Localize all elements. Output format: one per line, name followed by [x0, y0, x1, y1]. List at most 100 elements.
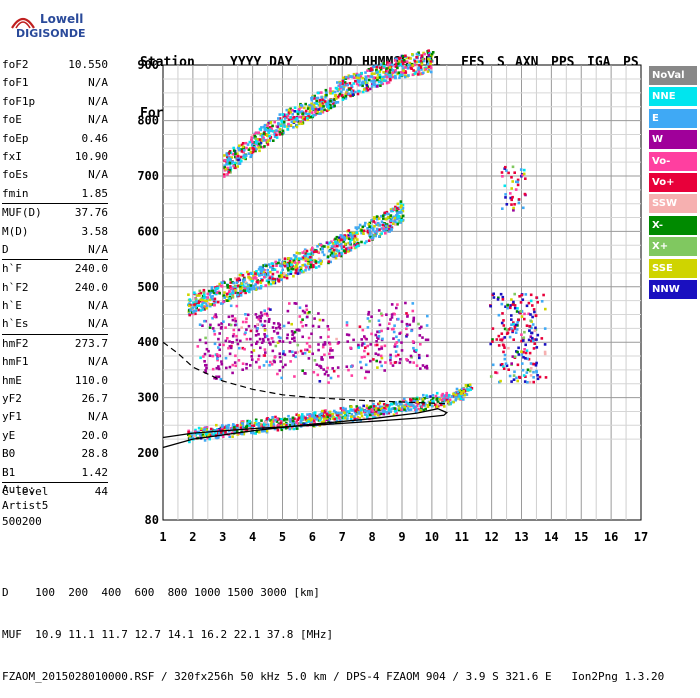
echo-point — [369, 235, 372, 239]
echo-point — [388, 229, 392, 232]
echo-point — [244, 154, 247, 158]
echo-point — [332, 369, 336, 373]
echo-point — [355, 405, 359, 408]
echo-point — [199, 309, 203, 312]
echo-point — [288, 257, 291, 260]
echo-point — [190, 432, 194, 436]
echo-point — [296, 418, 299, 421]
echo-point — [305, 304, 308, 308]
echo-point — [426, 404, 429, 407]
echo-point — [189, 309, 192, 312]
echo-point — [187, 310, 191, 314]
echo-point — [518, 376, 522, 379]
echo-point — [455, 391, 458, 394]
echo-point — [248, 286, 252, 289]
echo-point — [238, 285, 242, 289]
echo-point — [527, 301, 531, 305]
echo-point — [243, 428, 246, 431]
echo-point — [501, 343, 505, 347]
echo-point — [252, 276, 256, 280]
echo-point — [206, 431, 209, 434]
echo-point — [397, 214, 401, 218]
echo-point — [204, 371, 207, 374]
echo-point — [422, 402, 425, 406]
echo-point — [513, 356, 517, 359]
echo-point — [351, 235, 354, 239]
echo-point — [223, 296, 226, 299]
echo-point — [424, 366, 427, 369]
echo-point — [422, 403, 425, 406]
echo-point — [394, 410, 397, 413]
echo-point — [232, 424, 235, 427]
echo-point — [286, 267, 290, 270]
echo-point — [273, 279, 276, 282]
echo-point — [254, 147, 258, 151]
echo-point — [287, 261, 290, 265]
echo-point — [461, 391, 464, 395]
echo-point — [426, 354, 429, 358]
echo-point — [372, 234, 375, 237]
echo-point — [308, 344, 311, 348]
echo-point — [285, 263, 289, 266]
echo-point — [315, 363, 319, 366]
echo-point — [393, 223, 397, 226]
echo-point — [263, 422, 266, 425]
val-hhmmss: 010000 — [362, 106, 409, 121]
echo-point — [270, 422, 273, 426]
val-pps: 100 — [551, 106, 575, 121]
echo-point — [501, 312, 504, 315]
echo-point — [213, 303, 216, 307]
echo-point — [366, 227, 369, 230]
echo-point — [189, 435, 192, 439]
param-row-hf2: h`F2 240.0 — [2, 279, 108, 297]
echo-point — [345, 417, 349, 421]
echo-point — [244, 141, 248, 145]
echo-point — [187, 293, 190, 296]
echo-point — [358, 411, 361, 414]
echo-point — [264, 420, 267, 424]
echo-point — [215, 291, 219, 294]
echo-point — [510, 323, 513, 326]
echo-point — [323, 420, 327, 423]
echo-point — [516, 321, 519, 324]
echo-point — [417, 407, 420, 411]
echo-point — [223, 175, 226, 178]
echo-point — [339, 242, 343, 246]
echo-point — [418, 356, 421, 360]
echo-point — [223, 428, 226, 432]
echo-point — [287, 257, 291, 260]
echo-point — [223, 166, 226, 170]
echo-point — [532, 376, 535, 379]
echo-point — [511, 355, 515, 358]
echo-point — [384, 407, 388, 410]
echo-point — [256, 272, 260, 275]
echo-point — [390, 313, 394, 316]
echo-point — [420, 406, 423, 409]
echo-point — [329, 415, 333, 418]
echo-point — [370, 405, 374, 408]
echo-point — [257, 318, 261, 321]
echo-point — [249, 337, 252, 341]
echo-point — [392, 312, 395, 316]
echo-point — [361, 408, 364, 411]
echo-point — [286, 425, 290, 429]
echo-point — [232, 328, 236, 332]
echo-point — [235, 338, 239, 342]
echo-point — [306, 265, 309, 268]
echo-point — [236, 156, 240, 159]
echo-point — [357, 241, 360, 245]
echo-point — [318, 424, 322, 427]
echo-point — [282, 261, 286, 265]
echo-point — [431, 396, 435, 400]
echo-point — [298, 416, 302, 420]
echo-point — [382, 222, 385, 226]
echo-point — [268, 317, 271, 321]
echo-point — [204, 432, 208, 436]
echo-point — [229, 285, 232, 288]
echo-point — [380, 408, 383, 411]
echo-point — [417, 402, 420, 405]
echo-point — [271, 264, 275, 268]
echo-point — [532, 308, 536, 311]
echo-point — [315, 266, 318, 269]
echo-point — [390, 216, 394, 219]
